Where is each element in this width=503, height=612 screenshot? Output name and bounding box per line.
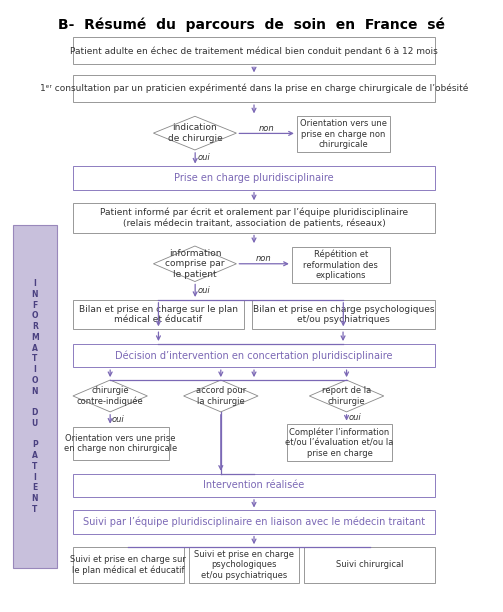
Polygon shape xyxy=(153,116,236,150)
Text: Répétition et
reformulation des
explications: Répétition et reformulation des explicat… xyxy=(303,250,378,280)
FancyBboxPatch shape xyxy=(73,427,169,460)
Polygon shape xyxy=(309,380,384,412)
Text: Compléter l’information
et/ou l’évaluation et/ou la
prise en charge: Compléter l’information et/ou l’évaluati… xyxy=(285,427,394,458)
FancyBboxPatch shape xyxy=(73,37,435,64)
Text: Patient informé par écrit et oralement par l’équipe pluridisciplinaire
(relais m: Patient informé par écrit et oralement p… xyxy=(100,207,408,228)
Text: Suivi et prise en charge sur
le plan médical et éducatif: Suivi et prise en charge sur le plan méd… xyxy=(70,555,186,575)
FancyBboxPatch shape xyxy=(189,547,299,583)
FancyBboxPatch shape xyxy=(73,510,435,534)
FancyBboxPatch shape xyxy=(73,474,435,497)
Text: Bilan et prise en charge psychologiques
et/ou psychiatriques: Bilan et prise en charge psychologiques … xyxy=(253,305,434,324)
FancyBboxPatch shape xyxy=(252,300,435,329)
FancyBboxPatch shape xyxy=(73,166,435,190)
Text: Intervention réalisée: Intervention réalisée xyxy=(203,480,305,490)
Text: Prise en charge pluridisciplinaire: Prise en charge pluridisciplinaire xyxy=(174,173,334,183)
Text: oui: oui xyxy=(197,286,210,295)
Text: Décision d’intervention en concertation pluridisciplinaire: Décision d’intervention en concertation … xyxy=(115,350,393,361)
FancyBboxPatch shape xyxy=(73,344,435,367)
FancyBboxPatch shape xyxy=(292,247,390,283)
Text: oui: oui xyxy=(197,154,210,162)
Polygon shape xyxy=(153,246,236,282)
Text: Suivi par l’équipe pluridisciplinaire en liaison avec le médecin traitant: Suivi par l’équipe pluridisciplinaire en… xyxy=(83,517,425,528)
Text: Patient adulte en échec de traitement médical bien conduit pendant 6 à 12 mois: Patient adulte en échec de traitement mé… xyxy=(70,46,438,56)
FancyBboxPatch shape xyxy=(304,547,435,583)
Text: Bilan et prise en charge sur le plan
médical et éducatif: Bilan et prise en charge sur le plan méd… xyxy=(79,305,238,324)
FancyBboxPatch shape xyxy=(287,424,392,461)
Text: non: non xyxy=(255,255,271,263)
Text: oui: oui xyxy=(112,415,125,424)
Text: Suivi chirurgical: Suivi chirurgical xyxy=(336,561,403,569)
FancyBboxPatch shape xyxy=(73,203,435,233)
Text: indication
de chirurgie: indication de chirurgie xyxy=(167,124,222,143)
Text: information
comprise par
le patient: information comprise par le patient xyxy=(165,249,225,278)
Polygon shape xyxy=(73,380,147,412)
Text: I
N
F
O
R
M
A
T
I
O
N

D
U

P
A
T
I
E
N
T: I N F O R M A T I O N D U P A T I E N T xyxy=(31,279,39,514)
FancyBboxPatch shape xyxy=(13,225,57,568)
Polygon shape xyxy=(184,380,258,412)
FancyBboxPatch shape xyxy=(73,300,244,329)
Text: Orientation vers une prise
en charge non chirurgicale: Orientation vers une prise en charge non… xyxy=(64,434,178,453)
Text: 1ᵉʳ consultation par un praticien expérimenté dans la prise en charge chirurgica: 1ᵉʳ consultation par un praticien expéri… xyxy=(40,84,468,94)
FancyBboxPatch shape xyxy=(73,75,435,102)
Text: B-  Résumé  du  parcours  de  soin  en  France  sé: B- Résumé du parcours de soin en France … xyxy=(58,17,445,32)
Text: oui: oui xyxy=(348,413,361,422)
Text: Suivi et prise en charge
psychologiques
et/ou psychiatriques: Suivi et prise en charge psychologiques … xyxy=(194,550,294,580)
FancyBboxPatch shape xyxy=(73,547,184,583)
Text: report de la
chirurgie: report de la chirurgie xyxy=(322,386,371,406)
Text: chirurgie
contre-indiquée: chirurgie contre-indiquée xyxy=(77,386,143,406)
Text: non: non xyxy=(259,124,275,133)
Text: Orientation vers une
prise en charge non
chirurgicale: Orientation vers une prise en charge non… xyxy=(300,119,387,149)
Text: accord pour
la chirurgie: accord pour la chirurgie xyxy=(196,386,246,406)
FancyBboxPatch shape xyxy=(297,116,390,152)
